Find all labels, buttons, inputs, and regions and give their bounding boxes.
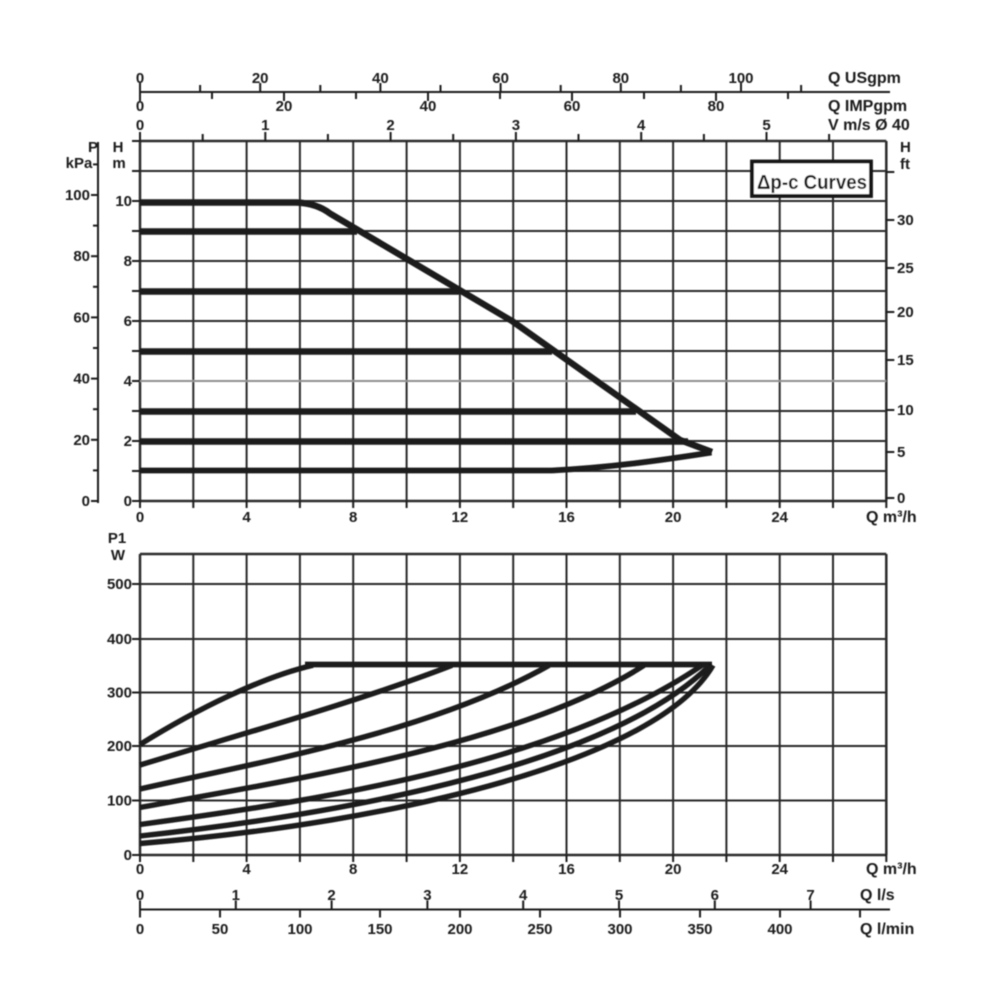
svg-text:0: 0 <box>124 493 132 510</box>
svg-text:Δp-c Curves: Δp-c Curves <box>757 172 867 194</box>
svg-text:100: 100 <box>107 793 132 810</box>
svg-text:50: 50 <box>212 921 229 938</box>
svg-text:20: 20 <box>665 861 682 878</box>
svg-text:80: 80 <box>612 70 629 87</box>
svg-text:kPa: kPa <box>66 155 93 172</box>
svg-text:H: H <box>900 139 911 156</box>
svg-text:60: 60 <box>564 98 581 115</box>
svg-text:6: 6 <box>711 887 719 904</box>
svg-text:500: 500 <box>107 576 132 593</box>
svg-text:16: 16 <box>558 861 575 878</box>
svg-text:4: 4 <box>242 509 251 526</box>
svg-text:H: H <box>113 139 124 156</box>
svg-text:100: 100 <box>287 921 312 938</box>
svg-text:25: 25 <box>897 260 914 277</box>
svg-text:m: m <box>112 155 125 172</box>
svg-text:1: 1 <box>232 887 240 904</box>
svg-text:5: 5 <box>897 444 905 461</box>
svg-text:W: W <box>111 547 126 564</box>
svg-text:20: 20 <box>665 509 682 526</box>
svg-text:60: 60 <box>492 70 509 87</box>
svg-text:20: 20 <box>276 98 293 115</box>
svg-text:0: 0 <box>136 861 144 878</box>
svg-text:40: 40 <box>372 70 389 87</box>
svg-text:80: 80 <box>708 98 725 115</box>
svg-text:2: 2 <box>386 117 394 134</box>
svg-text:0: 0 <box>136 921 144 938</box>
svg-text:8: 8 <box>124 253 132 270</box>
svg-text:Q USgpm: Q USgpm <box>828 70 901 87</box>
svg-text:3: 3 <box>512 117 520 134</box>
svg-text:60: 60 <box>73 309 90 326</box>
svg-text:100: 100 <box>65 187 90 204</box>
svg-text:Q l/s: Q l/s <box>860 887 895 904</box>
svg-text:0: 0 <box>897 490 905 507</box>
svg-text:10: 10 <box>115 193 132 210</box>
svg-text:3: 3 <box>423 887 431 904</box>
svg-text:5: 5 <box>762 117 770 134</box>
svg-text:7: 7 <box>806 887 814 904</box>
svg-text:5: 5 <box>615 887 623 904</box>
svg-text:15: 15 <box>897 352 914 369</box>
svg-text:300: 300 <box>607 921 632 938</box>
svg-text:V m/s Ø 40: V m/s Ø 40 <box>828 117 910 134</box>
svg-text:0: 0 <box>82 493 90 510</box>
svg-text:4: 4 <box>124 373 133 390</box>
svg-text:4: 4 <box>637 117 646 134</box>
svg-text:0: 0 <box>136 509 144 526</box>
svg-text:400: 400 <box>107 631 132 648</box>
svg-text:30: 30 <box>897 212 914 229</box>
svg-text:40: 40 <box>420 98 437 115</box>
svg-text:4: 4 <box>242 861 251 878</box>
svg-text:12: 12 <box>452 509 469 526</box>
svg-text:1: 1 <box>261 117 269 134</box>
svg-text:0: 0 <box>136 98 144 115</box>
svg-text:200: 200 <box>447 921 472 938</box>
svg-text:P: P <box>88 139 98 156</box>
svg-text:2: 2 <box>327 887 335 904</box>
svg-text:20: 20 <box>73 432 90 449</box>
svg-text:80: 80 <box>73 248 90 265</box>
svg-text:0: 0 <box>136 117 144 134</box>
svg-text:0: 0 <box>136 887 144 904</box>
svg-text:6: 6 <box>124 313 132 330</box>
svg-text:0: 0 <box>124 847 132 864</box>
svg-text:2: 2 <box>124 433 132 450</box>
svg-text:P1: P1 <box>108 530 126 547</box>
svg-text:250: 250 <box>527 921 552 938</box>
svg-text:ft: ft <box>900 156 910 173</box>
svg-text:24: 24 <box>771 861 788 878</box>
svg-text:4: 4 <box>519 887 528 904</box>
svg-text:20: 20 <box>252 70 269 87</box>
svg-text:Q m³/h: Q m³/h <box>866 509 917 526</box>
svg-text:8: 8 <box>349 509 357 526</box>
svg-text:200: 200 <box>107 738 132 755</box>
svg-text:12: 12 <box>452 861 469 878</box>
svg-text:20: 20 <box>897 304 914 321</box>
svg-text:40: 40 <box>73 371 90 388</box>
svg-text:400: 400 <box>767 921 792 938</box>
svg-text:0: 0 <box>136 70 144 87</box>
svg-text:Q IMPgpm: Q IMPgpm <box>828 98 907 115</box>
svg-text:300: 300 <box>107 685 132 702</box>
svg-text:24: 24 <box>771 509 788 526</box>
svg-text:16: 16 <box>558 509 575 526</box>
svg-text:10: 10 <box>897 402 914 419</box>
svg-text:100: 100 <box>728 70 753 87</box>
svg-text:150: 150 <box>367 921 392 938</box>
svg-text:Q m³/h: Q m³/h <box>866 861 917 878</box>
svg-text:350: 350 <box>687 921 712 938</box>
svg-text:8: 8 <box>349 861 357 878</box>
svg-text:Q l/min: Q l/min <box>860 921 914 938</box>
